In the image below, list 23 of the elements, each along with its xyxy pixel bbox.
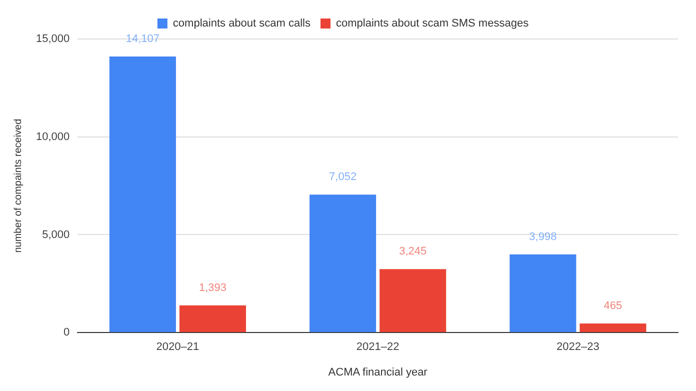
bar <box>580 324 646 332</box>
bar <box>179 305 246 332</box>
x-axis-title: ACMA financial year <box>328 366 428 378</box>
data-label: 465 <box>604 300 622 312</box>
y-tick-label: 5,000 <box>42 228 70 241</box>
bar <box>510 254 576 332</box>
y-tick-label: 0 <box>64 326 70 339</box>
data-label: 3,245 <box>399 246 427 258</box>
data-label: 1,393 <box>198 282 226 294</box>
legend-label: complaints about scam calls <box>172 18 311 30</box>
legend-label: complaints about scam SMS messages <box>336 18 530 30</box>
x-tick-label: 2022–23 <box>556 341 600 354</box>
data-label: 7,052 <box>329 171 357 184</box>
x-tick-label: 2021–22 <box>356 341 400 354</box>
data-label: 3,998 <box>529 230 557 243</box>
bar <box>380 269 446 332</box>
bar <box>109 56 176 332</box>
y-tick-label: 10,000 <box>36 130 70 143</box>
y-tick-label: 15,000 <box>36 33 70 46</box>
x-tick-label: 2020–21 <box>156 341 200 354</box>
bar <box>310 194 376 332</box>
y-axis-title: number of compaints received <box>12 118 24 253</box>
data-label: 14,107 <box>126 33 160 46</box>
